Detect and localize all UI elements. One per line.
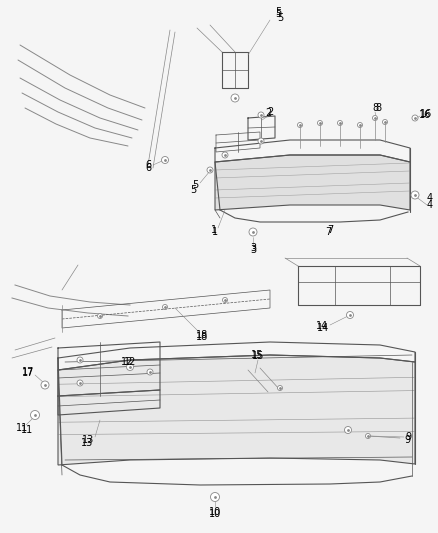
Text: 8: 8 bbox=[372, 103, 378, 113]
Circle shape bbox=[249, 228, 257, 236]
Text: 13: 13 bbox=[82, 435, 94, 445]
Text: 5: 5 bbox=[275, 9, 281, 19]
Text: 11: 11 bbox=[16, 423, 28, 433]
Text: 10: 10 bbox=[209, 507, 221, 517]
Circle shape bbox=[77, 357, 83, 363]
Text: 6: 6 bbox=[145, 163, 151, 173]
Circle shape bbox=[207, 167, 213, 173]
Text: 11: 11 bbox=[21, 425, 33, 435]
Text: 18: 18 bbox=[196, 330, 208, 340]
Text: 14: 14 bbox=[316, 321, 328, 331]
Text: 13: 13 bbox=[81, 438, 93, 448]
Text: 1: 1 bbox=[211, 225, 217, 235]
Text: 10: 10 bbox=[209, 509, 221, 519]
Circle shape bbox=[127, 364, 134, 370]
Circle shape bbox=[77, 380, 83, 386]
Circle shape bbox=[346, 311, 353, 319]
Circle shape bbox=[258, 112, 264, 118]
Text: 5: 5 bbox=[190, 185, 196, 195]
Text: 6: 6 bbox=[145, 160, 151, 170]
Polygon shape bbox=[215, 155, 410, 210]
Text: 5: 5 bbox=[275, 7, 281, 17]
Text: 9: 9 bbox=[405, 432, 411, 442]
Text: 2: 2 bbox=[265, 108, 271, 118]
Text: 7: 7 bbox=[325, 227, 331, 237]
Circle shape bbox=[345, 426, 352, 433]
Circle shape bbox=[98, 313, 102, 319]
Text: 4: 4 bbox=[427, 200, 433, 210]
Circle shape bbox=[147, 369, 153, 375]
Circle shape bbox=[411, 191, 419, 199]
Text: 3: 3 bbox=[250, 243, 256, 253]
Circle shape bbox=[231, 94, 239, 102]
Text: 7: 7 bbox=[327, 225, 333, 235]
Circle shape bbox=[338, 120, 343, 125]
Text: 1: 1 bbox=[212, 227, 218, 237]
Text: 12: 12 bbox=[124, 357, 136, 367]
Text: 2: 2 bbox=[267, 107, 273, 117]
Circle shape bbox=[223, 297, 227, 303]
Text: 3: 3 bbox=[250, 245, 256, 255]
Text: 12: 12 bbox=[121, 357, 133, 367]
Circle shape bbox=[412, 115, 418, 121]
Text: 9: 9 bbox=[404, 435, 410, 445]
Text: 4: 4 bbox=[427, 193, 433, 203]
Circle shape bbox=[318, 120, 322, 125]
Polygon shape bbox=[58, 355, 415, 465]
Circle shape bbox=[372, 116, 378, 120]
Circle shape bbox=[382, 119, 388, 125]
Text: 5: 5 bbox=[277, 13, 283, 23]
Circle shape bbox=[357, 123, 363, 127]
Circle shape bbox=[162, 304, 167, 310]
Text: 17: 17 bbox=[22, 367, 34, 377]
Circle shape bbox=[297, 123, 303, 127]
Text: 8: 8 bbox=[375, 103, 381, 113]
Circle shape bbox=[222, 152, 228, 158]
Circle shape bbox=[211, 492, 219, 502]
Circle shape bbox=[41, 381, 49, 389]
Circle shape bbox=[258, 138, 264, 144]
Circle shape bbox=[162, 157, 169, 164]
Circle shape bbox=[31, 410, 39, 419]
Text: 5: 5 bbox=[192, 180, 198, 190]
Circle shape bbox=[365, 433, 371, 439]
Circle shape bbox=[278, 385, 283, 391]
Text: 16: 16 bbox=[419, 110, 431, 120]
Text: 17: 17 bbox=[22, 368, 34, 378]
Text: 18: 18 bbox=[196, 332, 208, 342]
Text: 15: 15 bbox=[252, 351, 264, 361]
Text: 16: 16 bbox=[420, 109, 432, 119]
Text: 14: 14 bbox=[317, 323, 329, 333]
Text: 15: 15 bbox=[251, 350, 263, 360]
